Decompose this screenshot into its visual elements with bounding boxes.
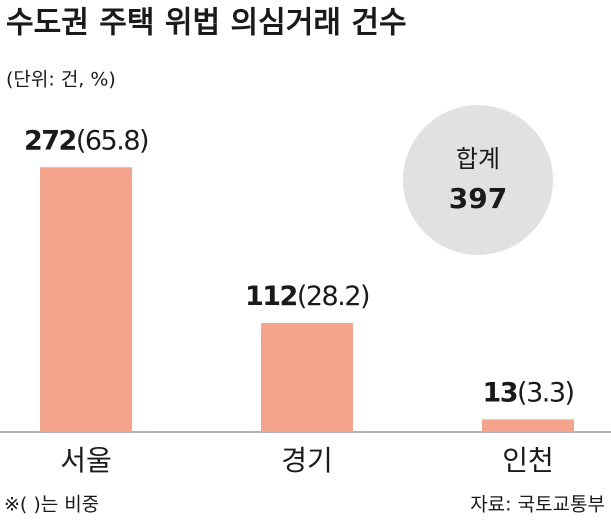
total-value: 397 — [449, 182, 507, 215]
bar — [40, 167, 132, 432]
total-label: 합계 — [456, 145, 500, 173]
value-share: (3.3) — [517, 377, 574, 408]
chart-title: 수도권 주택 위법 의심거래 건수 — [6, 6, 407, 41]
value-number: 13 — [482, 377, 517, 408]
value-number: 112 — [245, 280, 297, 311]
value-label: 272(65.8) — [24, 125, 148, 156]
source: 자료: 국토교통부 — [470, 494, 605, 516]
footnote: ※( )는 비중 — [4, 494, 99, 516]
value-label: 112(28.2) — [245, 280, 369, 311]
value-number: 272 — [24, 125, 76, 156]
x-tick-label: 경기 — [281, 444, 333, 477]
bar — [482, 419, 574, 432]
value-share: (28.2) — [297, 280, 369, 311]
total-badge — [403, 105, 553, 255]
value-label: 13(3.3) — [482, 377, 573, 408]
bar — [261, 322, 353, 432]
x-tick-label: 서울 — [60, 444, 112, 477]
x-tick-label: 인천 — [502, 444, 554, 477]
chart-subtitle: (단위: 건, %) — [6, 69, 116, 91]
value-share: (65.8) — [76, 125, 148, 156]
